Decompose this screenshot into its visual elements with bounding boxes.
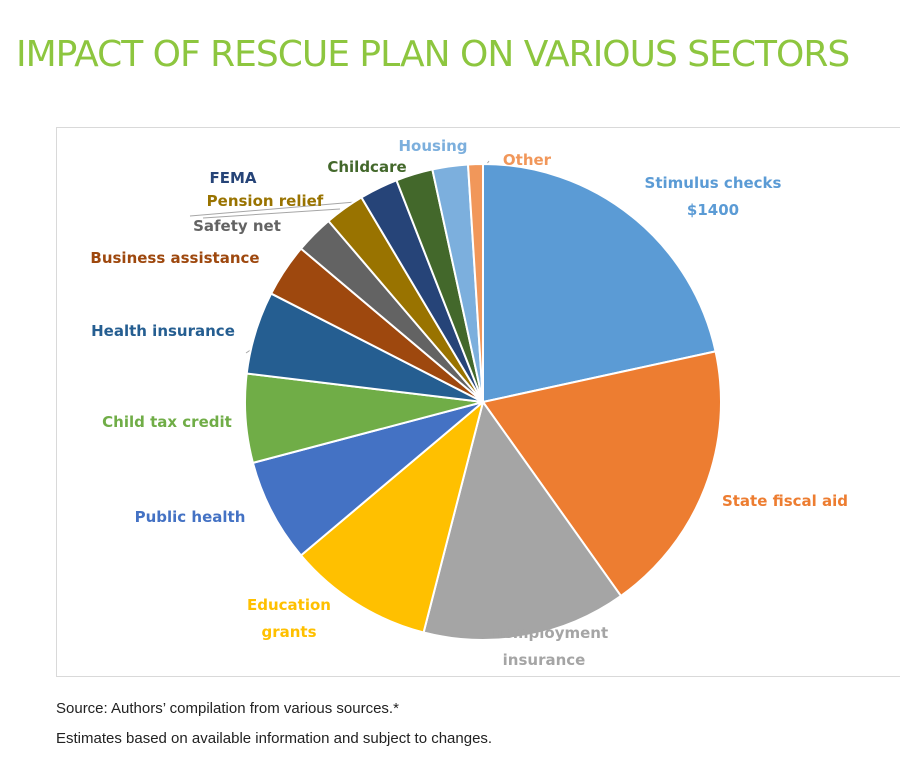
slice-education-grants (300, 401, 484, 634)
label-childcare: Childcare (327, 158, 406, 176)
leader-line-safety-net (202, 208, 341, 219)
label-education-grants: Education grants (247, 596, 331, 641)
slice-stimulus-checks-1400 (482, 163, 717, 403)
label-state-fiscal-aid: State fiscal aid (722, 492, 848, 510)
label-public-health: Public health (135, 508, 246, 526)
label-safety-net: Safety net (193, 217, 281, 235)
estimate-note: Estimates based on available information… (56, 730, 493, 747)
slice-public-health (251, 401, 484, 557)
pie-slices (244, 162, 723, 641)
label-unemployment-insurance: Unemployment insurance (480, 624, 608, 669)
leader-line-pension-relief (189, 200, 368, 217)
chart-title: IMPACT OF RESCUE PLAN ON VARIOUS SECTORS (16, 34, 850, 75)
label-child-tax-credit: Child tax credit (102, 413, 232, 431)
slice-unemployment-insurance (422, 401, 622, 641)
label-business-assistance: Business assistance (90, 249, 259, 267)
label-health-insurance: Health insurance (91, 322, 235, 340)
slice-other (467, 162, 484, 403)
label-pension-relief: Pension relief (207, 192, 324, 210)
slice-labels: Stimulus checks $1400 State fiscal aid Unem… (90, 137, 848, 669)
label-housing: Housing (398, 137, 467, 155)
source-note: Source: Authors’ compilation from variou… (56, 700, 399, 717)
label-other: Other (503, 151, 552, 169)
chart-area: Stimulus checks $1400 State fiscal aid Unem… (56, 127, 900, 677)
slice-state-fiscal-aid (482, 350, 723, 597)
label-stimulus-checks-1400: Stimulus checks $1400 (645, 174, 782, 219)
pie-chart: Stimulus checks $1400 State fiscal aid Unem… (90, 137, 848, 669)
label-fema: FEMA (209, 169, 256, 187)
